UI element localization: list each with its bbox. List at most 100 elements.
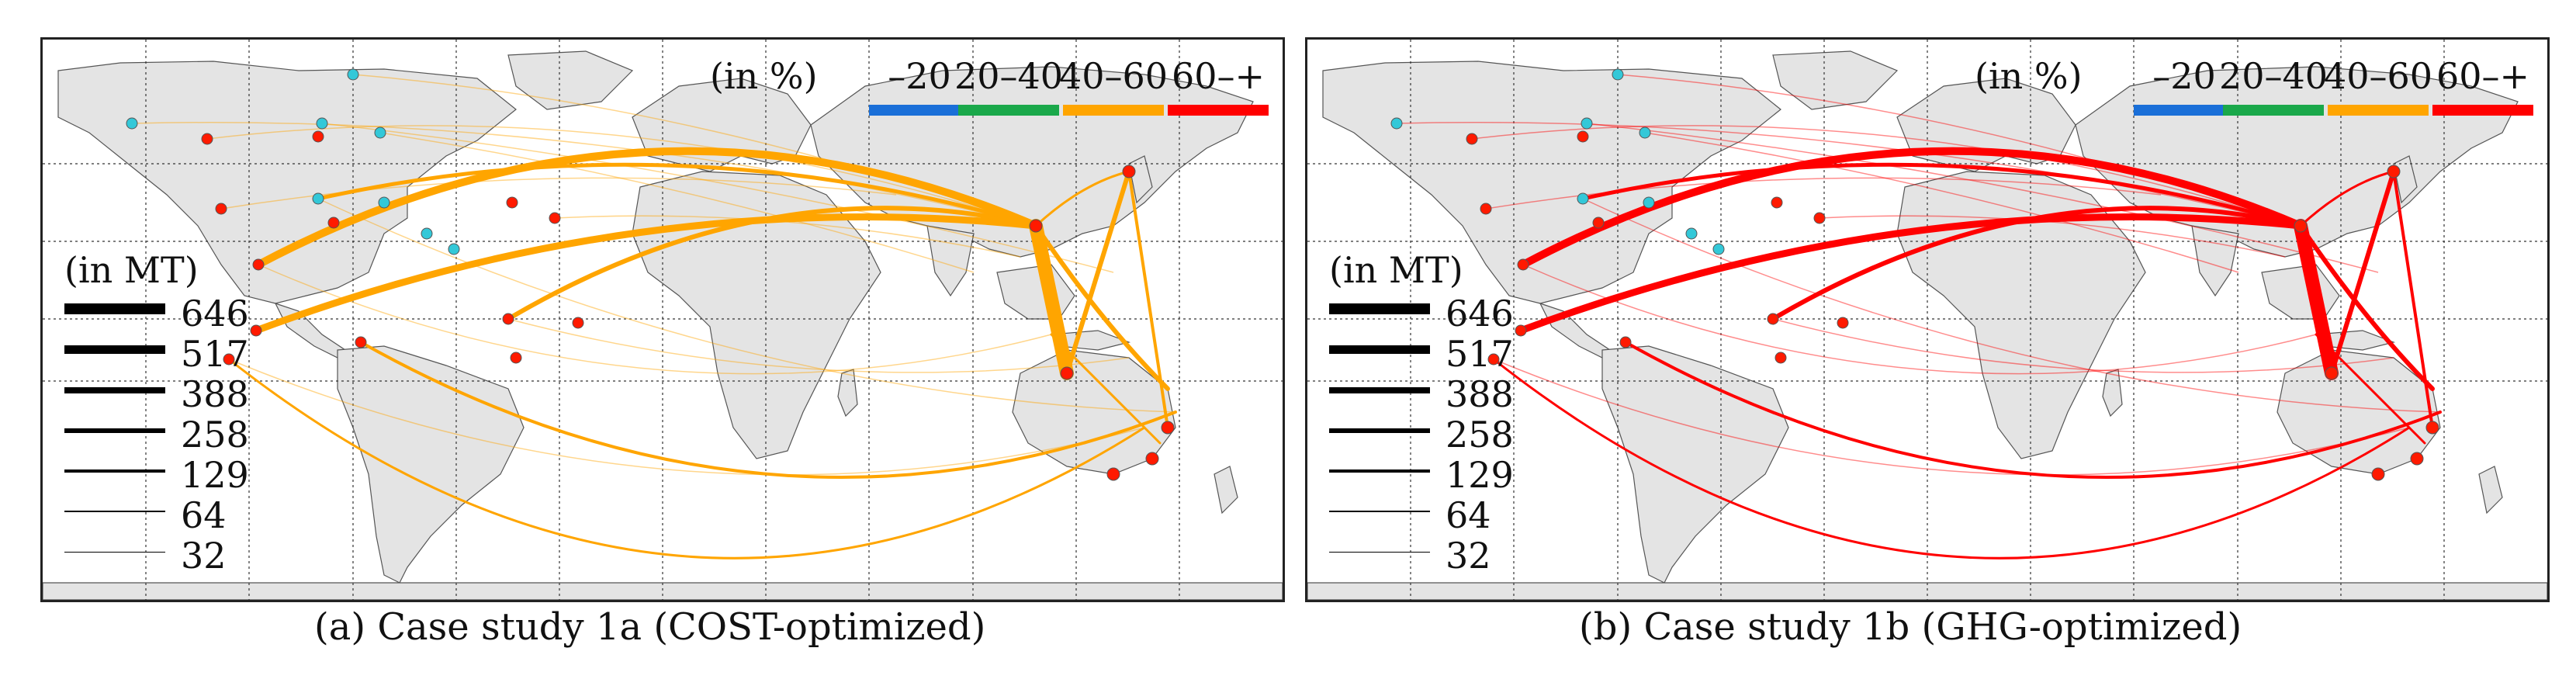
width-legend-row: 129 [64, 452, 266, 496]
caption-a: (a) Case study 1a (COST-optimized) [314, 605, 986, 649]
flow-route-major [1034, 170, 1130, 227]
port-node [1122, 165, 1136, 178]
flow-route-major [2392, 170, 2434, 429]
flow-route-major [1029, 219, 1074, 380]
port-node [1145, 452, 1159, 466]
width-legend-a: (in MT) 646 517 388 258 129 64 32 [64, 249, 266, 577]
flow-route-minor [321, 123, 1114, 273]
legend-band-20-40: 20–40 [2219, 55, 2328, 116]
port-node [2371, 467, 2385, 481]
port-node [1577, 130, 1589, 143]
width-legend-row: 646 [1329, 291, 1531, 334]
caption-b: (b) Case study 1b (GHG-optimized) [1579, 605, 2242, 649]
land-outline [1322, 61, 1781, 304]
port-node [421, 227, 433, 240]
land-outline [507, 50, 634, 110]
width-legend-row: 64 [64, 493, 266, 536]
flow-route-major [2298, 223, 2435, 391]
land-outline [2393, 155, 2418, 204]
flow-route-minor [1493, 359, 2410, 476]
flow-route-major [2299, 170, 2395, 227]
port-node [252, 258, 265, 271]
flow-route-minor [1586, 123, 2379, 273]
port-node [1106, 467, 1120, 481]
port-node [201, 133, 213, 145]
port-node [448, 243, 460, 255]
flow-route-minor [131, 122, 1037, 227]
port-node [1515, 324, 1527, 337]
flow-route-major [2294, 219, 2339, 380]
land-outline [1896, 171, 2146, 459]
map-panel-b: (in %) –20 20–40 40–60 60–+ (in MT) 646 … [1305, 37, 2550, 602]
flow-route-major [1034, 223, 1170, 391]
flow-route-major [1517, 213, 2304, 334]
port-node [510, 352, 522, 364]
flow-route-major [252, 213, 1040, 334]
width-legend-row: 517 [64, 331, 266, 375]
flow-route-minor [1396, 122, 2301, 227]
legend-band-60-plus: 60–+ [1164, 55, 1272, 116]
flow-route-minor [379, 132, 975, 273]
port-node [2325, 366, 2339, 380]
flow-route-minor [1582, 198, 2441, 413]
width-legend-row: 646 [64, 291, 266, 334]
width-legend-row: 129 [1329, 452, 1531, 496]
port-node [1612, 68, 1624, 81]
port-node [312, 130, 324, 143]
port-node [506, 196, 518, 209]
legend-band-40-60: 40–60 [1059, 55, 1168, 116]
flow-route-major [1127, 170, 1169, 429]
trade-flows [1396, 74, 2442, 560]
port-node [549, 212, 561, 224]
port-node [223, 353, 235, 366]
width-legend-row: 388 [1329, 372, 1531, 415]
port-node [1813, 212, 1826, 224]
port-node [2387, 165, 2401, 178]
port-node [1643, 196, 1655, 209]
port-node [1837, 317, 1849, 329]
port-node [1767, 313, 1779, 325]
port-node [2425, 421, 2439, 435]
width-legend-row: 388 [64, 372, 266, 415]
legend-band-40-60: 40–60 [2324, 55, 2432, 116]
port-node [215, 203, 227, 215]
port-node [1581, 117, 1593, 130]
land-outline [57, 61, 517, 304]
flow-route-major [1624, 341, 2442, 480]
flow-route-minor [317, 198, 1176, 413]
port-node [250, 324, 262, 337]
flow-route-major [2315, 333, 2426, 445]
world-map-b [1307, 40, 2547, 600]
flow-route-major [227, 358, 1146, 560]
port-node [378, 196, 390, 209]
flow-route-minor [1644, 132, 2239, 273]
color-legend-unit: (in %) [710, 55, 818, 97]
flow-route-major [316, 162, 1038, 228]
world-map-a [43, 40, 1283, 600]
port-node [1029, 219, 1043, 233]
port-node [1487, 353, 1500, 366]
land-outline [1128, 155, 1153, 204]
trade-flows [131, 74, 1177, 560]
port-node [1619, 336, 1632, 348]
land-outline [1307, 582, 2547, 600]
port-node [1466, 133, 1478, 145]
width-legend-row: 64 [1329, 493, 1531, 536]
flow-route-minor [1772, 318, 2394, 373]
legend-band-60-plus: 60–+ [2429, 55, 2537, 116]
port-node [347, 68, 359, 81]
port-node [1161, 421, 1175, 435]
width-legend-row: 32 [64, 533, 266, 577]
port-node [1712, 243, 1725, 255]
port-node [1517, 258, 1529, 271]
width-legend-row: 258 [64, 412, 266, 456]
graticule [43, 40, 1283, 600]
port-nodes [126, 68, 1175, 481]
port-node [2410, 452, 2424, 466]
flow-route-major [254, 147, 1040, 269]
land-outline [926, 225, 975, 297]
port-node [355, 336, 367, 348]
port-node [1639, 126, 1651, 139]
port-node [374, 126, 386, 139]
land-outline [2191, 225, 2239, 297]
